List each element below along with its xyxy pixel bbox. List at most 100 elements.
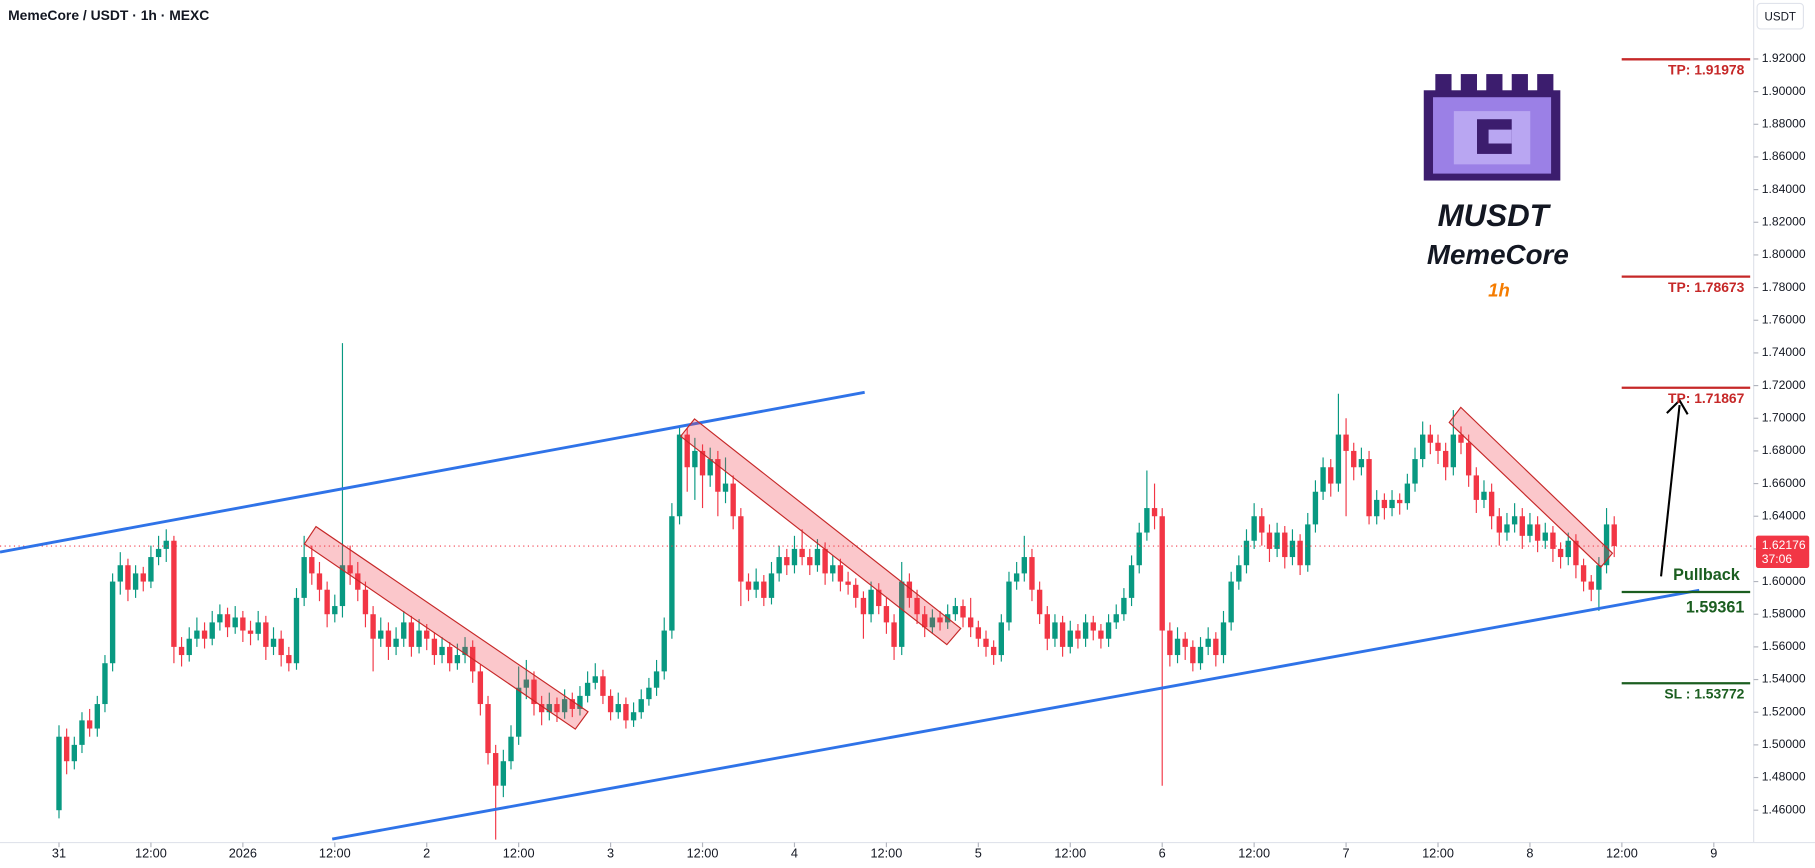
- candle-body: [929, 617, 936, 628]
- pullback-channel: [679, 418, 962, 646]
- candle-body: [914, 597, 920, 615]
- y-tick-label: 1.76000: [1762, 312, 1806, 326]
- candle-body: [178, 646, 185, 656]
- candle-body: [109, 581, 116, 664]
- candle-body: [1159, 516, 1165, 631]
- candle-body: [699, 450, 706, 476]
- candle-body: [1351, 450, 1357, 468]
- candle-body: [538, 704, 545, 713]
- candle-body: [140, 573, 146, 582]
- candle-body: [814, 548, 821, 566]
- candle-body: [1397, 499, 1403, 504]
- candle-body: [1435, 442, 1441, 451]
- candle-body: [1036, 589, 1043, 615]
- logo-name: MemeCore: [1427, 239, 1569, 270]
- candle-body: [378, 630, 384, 639]
- candle-body: [1266, 532, 1273, 549]
- axes: 1.46000 1.48000 1.50000 1.52000 1.54000 1.560…: [52, 51, 1806, 860]
- candle-body: [1511, 516, 1518, 525]
- candle-body: [293, 597, 300, 664]
- candle-body: [768, 573, 775, 598]
- candle-body: [860, 597, 867, 615]
- candle-body: [1374, 499, 1380, 517]
- candle-body: [784, 557, 790, 566]
- y-tick-label: 1.86000: [1762, 149, 1806, 163]
- candle-body: [1389, 499, 1395, 509]
- candle-body: [362, 589, 369, 615]
- candle-body: [232, 617, 238, 628]
- candle-body: [523, 679, 530, 688]
- candle-body: [301, 557, 307, 598]
- candle-body: [730, 483, 736, 517]
- candle-body: [1450, 434, 1457, 468]
- candle-body: [270, 638, 277, 647]
- currency-button[interactable]: [1756, 2, 1805, 30]
- candle-body: [952, 606, 959, 615]
- candle-body: [439, 646, 445, 656]
- candle-body: [401, 622, 407, 639]
- candle-body: [799, 548, 805, 558]
- candle-body: [922, 614, 928, 628]
- x-tick-label: 12:00: [870, 845, 902, 860]
- target-arrow: [1660, 404, 1681, 577]
- candle-body: [868, 589, 874, 615]
- candle-body: [1442, 450, 1449, 468]
- candle-body: [1144, 508, 1150, 533]
- candle-body: [1596, 565, 1602, 590]
- candle-body: [1297, 540, 1303, 566]
- x-tick-label: 5: [975, 845, 982, 860]
- level-value: 1.59361: [1686, 598, 1745, 616]
- level-label: TP: 1.71867: [1668, 390, 1745, 406]
- candle-body: [822, 548, 828, 574]
- y-tick-label: 1.58000: [1762, 606, 1806, 620]
- arrow-head: [1666, 398, 1689, 415]
- candle-body: [1052, 622, 1058, 639]
- upper-trendline: [0, 390, 865, 554]
- candle-body: [546, 704, 552, 713]
- x-tick-label: 12:00: [1606, 845, 1638, 860]
- candle-body: [845, 581, 851, 585]
- x-tick-label: 12:00: [503, 845, 535, 860]
- candle-body: [217, 614, 223, 623]
- candle-body: [1067, 630, 1073, 647]
- candle-body: [1236, 565, 1242, 582]
- x-tick-label: 8: [1526, 845, 1533, 860]
- last-price-tag: [1755, 535, 1810, 569]
- y-tick-label: 1.90000: [1762, 84, 1806, 98]
- candle-body: [592, 676, 598, 683]
- x-tick-label: 12:00: [687, 845, 719, 860]
- candle-body: [132, 573, 139, 590]
- level-label: TP: 1.78673: [1668, 279, 1745, 295]
- candle-body: [477, 671, 484, 705]
- candle-body: [263, 622, 269, 647]
- candle-body: [209, 622, 215, 639]
- candle-body: [577, 695, 583, 709]
- candle-body: [638, 699, 644, 713]
- candle-body: [515, 687, 522, 737]
- y-tick-label: 1.74000: [1762, 345, 1806, 359]
- y-tick-label: 1.48000: [1762, 770, 1806, 784]
- candle-body: [431, 638, 438, 656]
- candle-body: [937, 617, 943, 623]
- candle-body: [1312, 491, 1319, 525]
- currency-button-label[interactable]: USDT: [1765, 11, 1796, 23]
- candle-body: [615, 704, 621, 713]
- candle-body: [1427, 434, 1434, 443]
- candle-body: [1542, 532, 1548, 541]
- y-tick-label: 1.56000: [1762, 639, 1806, 653]
- candle-body: [1151, 508, 1158, 517]
- candle-body: [1251, 516, 1257, 541]
- candle-body: [1243, 540, 1250, 566]
- candle-body: [355, 573, 361, 590]
- level-label: TP: 1.91978: [1668, 62, 1745, 78]
- y-tick-label: 1.92000: [1762, 51, 1806, 65]
- candle-body: [1021, 557, 1027, 574]
- x-tick-label: 6: [1159, 845, 1166, 860]
- candle-body: [462, 646, 468, 656]
- x-tick-label: 12:00: [1422, 845, 1454, 860]
- candle-body: [171, 540, 177, 647]
- candle-body: [531, 679, 537, 705]
- candle-body: [653, 671, 660, 688]
- pullback-channel: [1448, 406, 1614, 568]
- candle-body: [1289, 540, 1296, 558]
